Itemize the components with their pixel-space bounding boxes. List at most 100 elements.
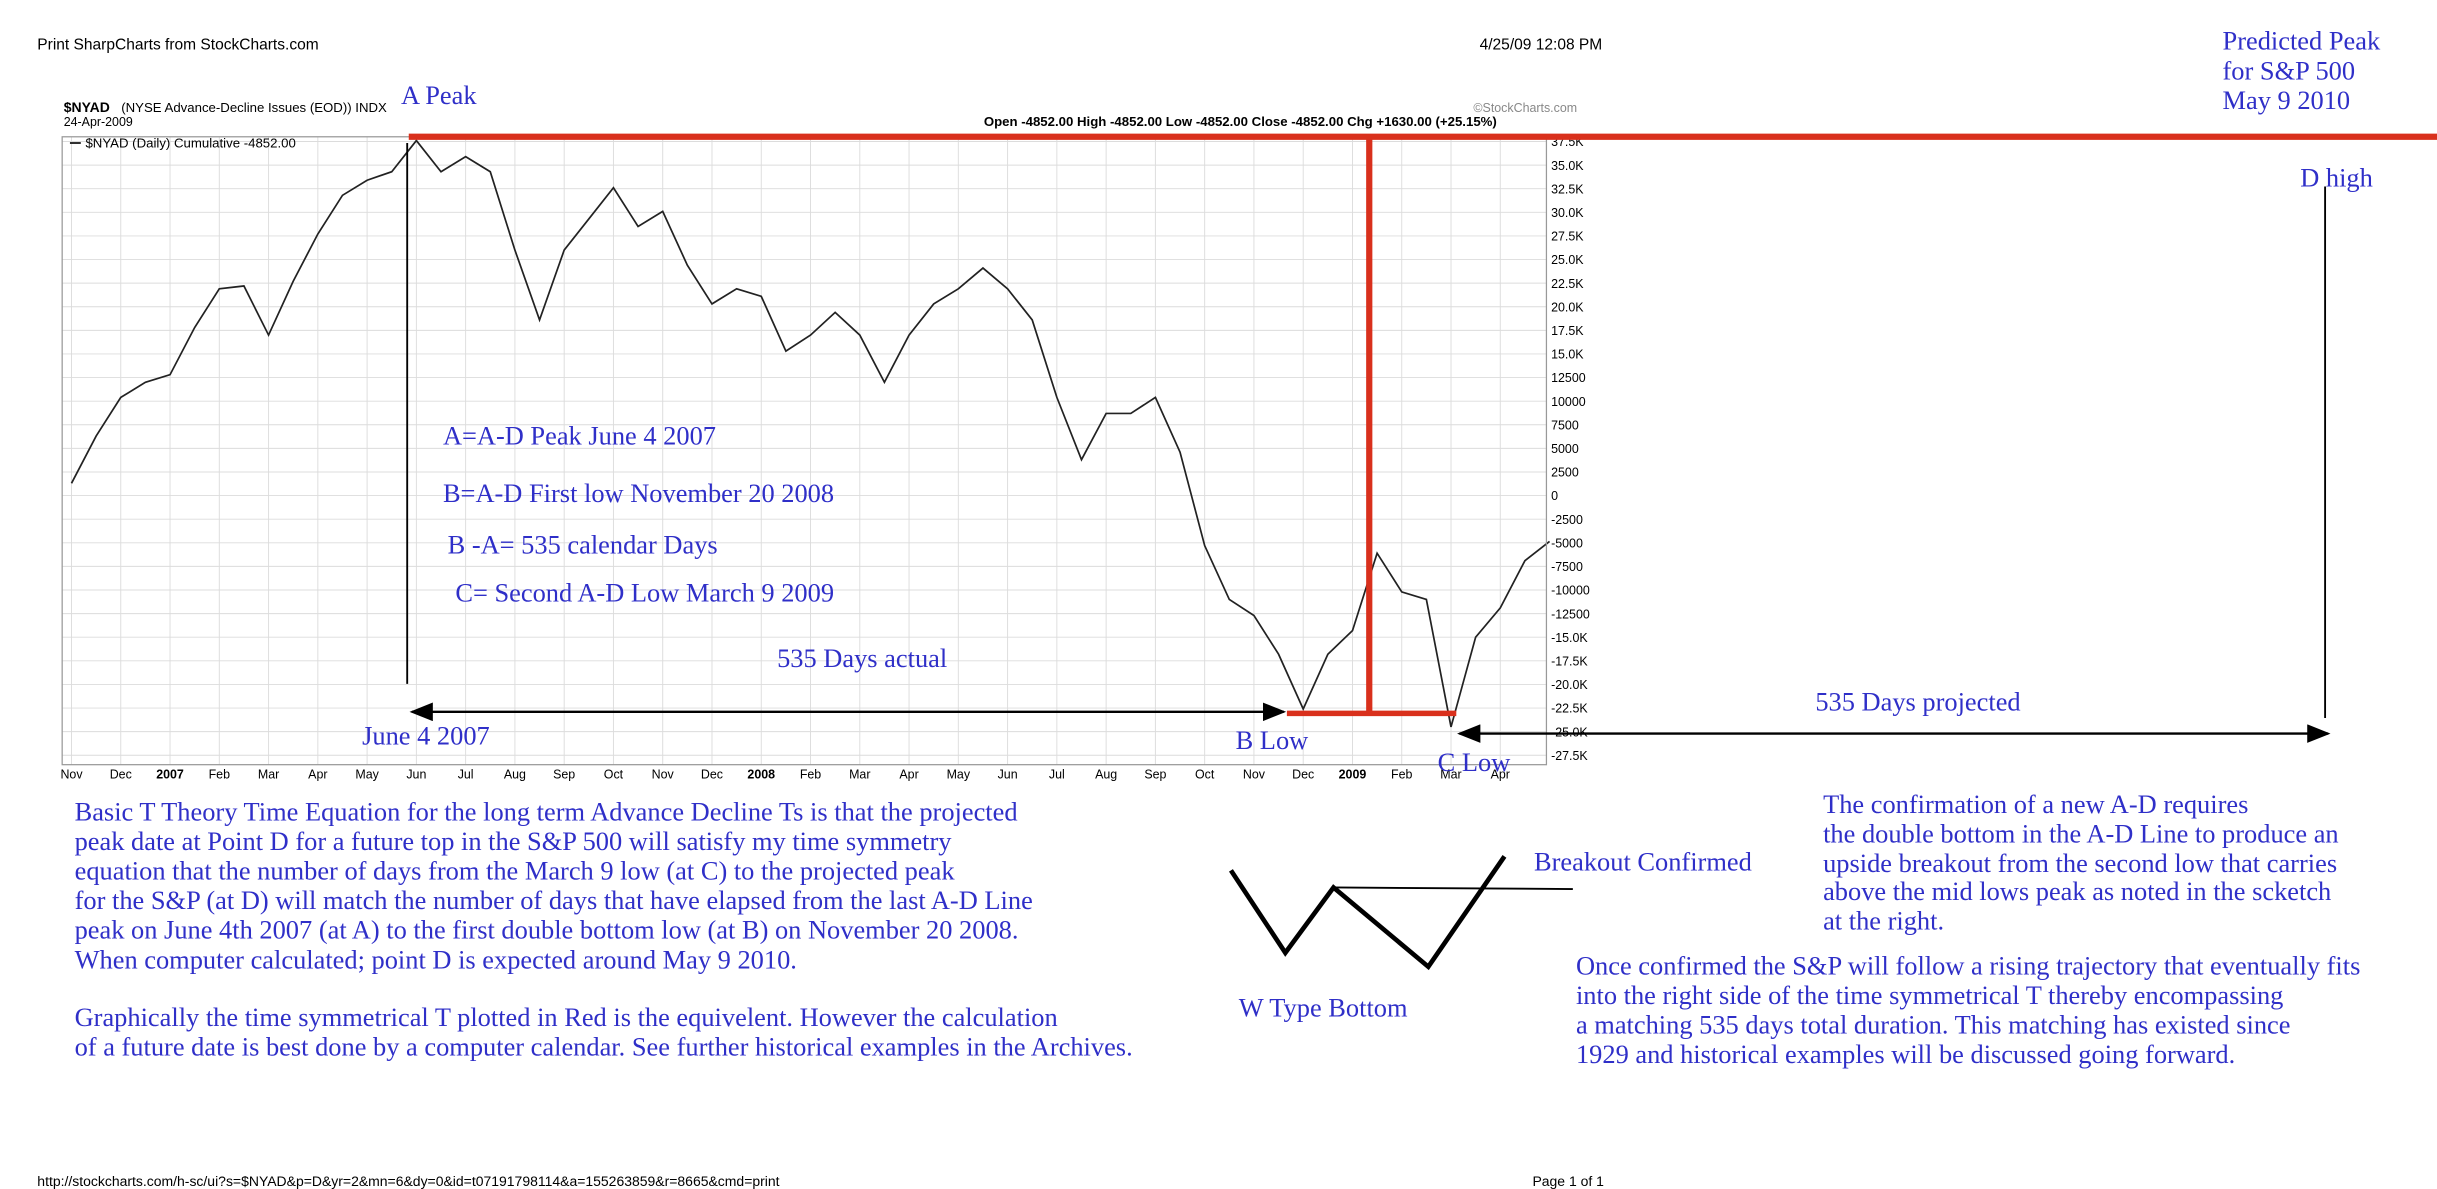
x-tick-label: Aug [504,768,526,782]
note-line: The confirmation of a new A-D requires [1823,789,2248,819]
legend-text: $NYAD (Daily) Cumulative -4852.00 [85,136,295,151]
x-tick-label: Dec [1292,768,1314,782]
note-line: upside breakout from the second low that… [1823,848,2337,878]
chart-subtitle: 24-Apr-2009 [64,115,133,129]
x-tick-label: Mar [1440,768,1461,782]
x-tick-label: Jun [998,768,1018,782]
note-line: at the right. [1823,905,1944,935]
chart-symbol: $NYAD [64,99,110,115]
footer-url: http://stockcharts.com/h-sc/ui?s=$NYAD&p… [37,1173,779,1189]
annotation: C Low [1438,747,1511,777]
y-tick-label: 2500 [1551,466,1579,480]
annotation: 535 Days actual [777,643,947,673]
x-tick-label: Apr [899,768,918,782]
note-line: Once confirmed the S&P will follow a ris… [1576,951,2360,981]
annotation: June 4 2007 [362,720,490,750]
note-line: 1929 and historical examples will be dis… [1576,1039,2235,1069]
plot-area: 37.5K35.0K32.5K30.0K27.5K25.0K22.5K20.0K… [60,135,1589,782]
y-tick-label: 10000 [1551,395,1586,409]
copyright: ©StockCharts.com [1473,101,1577,115]
note-line: peak on June 4th 2007 (at A) to the firs… [75,915,1019,945]
x-tick-label: Aug [1095,768,1117,782]
x-tick-label: Oct [1195,768,1215,782]
annotation: D high [2300,163,2373,193]
annotation: 535 Days projected [1815,686,2020,716]
y-tick-label: 7500 [1551,418,1579,432]
x-tick-label: Feb [209,768,230,782]
y-tick-label: -7500 [1551,560,1583,574]
note-line: equation that the number of days from th… [75,856,956,886]
note-line: Graphically the time symmetrical T plott… [75,1002,1058,1032]
annotation: B=A-D First low November 20 2008 [443,478,834,508]
x-tick-label: Feb [800,768,821,782]
chart-title: (NYSE Advance-Decline Issues (EOD)) INDX [121,100,387,115]
y-tick-label: -20.0K [1551,678,1588,692]
x-tick-label: May [355,768,379,782]
x-tick-label: Feb [1391,768,1412,782]
x-tick-label: 2009 [1339,768,1367,782]
x-tick-label: Nov [652,768,675,782]
annotation: B -A= 535 calendar Days [448,529,718,559]
note-line: above the mid lows peak as noted in the … [1823,876,2331,906]
quote: Open -4852.00 High -4852.00 Low -4852.00… [984,114,1497,129]
note-line: peak date at Point D for a future top in… [75,826,953,856]
x-tick-label: Jul [458,768,474,782]
sketch-label: W Type Bottom [1239,992,1408,1022]
y-tick-label: 12500 [1551,371,1586,385]
note-line: When computer calculated; point D is exp… [75,944,797,974]
x-tick-label: 2007 [156,768,184,782]
x-tick-label: Nov [1243,768,1266,782]
note-line: Basic T Theory Time Equation for the lon… [75,797,1018,827]
y-tick-label: 25.0K [1551,253,1584,267]
prediction: for S&P 500 [2223,55,2356,85]
y-tick-label: -2500 [1551,513,1583,527]
y-tick-label: -15.0K [1551,631,1588,645]
data-line [70,139,1551,728]
x-tick-label: Sep [1144,768,1166,782]
y-tick-label: -17.5K [1551,654,1588,668]
x-tick-label: 2008 [747,768,775,782]
annotation: B Low [1236,725,1309,755]
note-line: into the right side of the time symmetri… [1576,980,2283,1010]
y-tick-label: -5000 [1551,536,1583,550]
y-tick-label: -27.5K [1551,749,1588,763]
y-tick-label: -10000 [1551,584,1590,598]
header-date: 4/25/09 12:08 PM [1480,37,1603,54]
note-line: the double bottom in the A-D Line to pro… [1823,818,2339,848]
y-tick-label: 17.5K [1551,324,1584,338]
y-tick-label: 0 [1551,489,1558,503]
prediction: May 9 2010 [2223,85,2351,115]
footer-page: Page 1 of 1 [1532,1173,1604,1189]
x-tick-label: Jun [406,768,426,782]
x-tick-label: Mar [258,768,279,782]
x-tick-label: Mar [849,768,870,782]
annotation: A=A-D Peak June 4 2007 [443,421,716,451]
x-tick-label: Apr [1491,768,1510,782]
w-sketch [1228,855,1507,971]
note-line: of a future date is best done by a compu… [75,1031,1133,1061]
y-tick-label: -12500 [1551,607,1590,621]
x-tick-label: Nov [60,768,83,782]
y-tick-label: 20.0K [1551,300,1584,314]
x-tick-label: Dec [110,768,132,782]
x-tick-label: Apr [308,768,327,782]
annotation: A Peak [401,80,477,110]
w-sketch-line [1333,886,1573,890]
sketch-label: Breakout Confirmed [1534,846,1752,876]
y-tick-label: -22.5K [1551,702,1588,716]
prediction: Predicted Peak [2223,26,2381,56]
note-line: a matching 535 days total duration. This… [1576,1010,2291,1040]
y-tick-label: 30.0K [1551,206,1584,220]
y-tick-label: 5000 [1551,442,1579,456]
note-line: for the S&P (at D) will match the number… [75,885,1033,915]
y-tick-label: 15.0K [1551,348,1584,362]
y-tick-label: 27.5K [1551,230,1584,244]
annotation: C= Second A-D Low March 9 2009 [455,577,834,607]
y-tick-label: 32.5K [1551,182,1584,196]
x-tick-label: Jul [1049,768,1065,782]
x-tick-label: Sep [553,768,575,782]
x-tick-label: Dec [701,768,723,782]
y-tick-label: -25.0K [1551,725,1588,739]
